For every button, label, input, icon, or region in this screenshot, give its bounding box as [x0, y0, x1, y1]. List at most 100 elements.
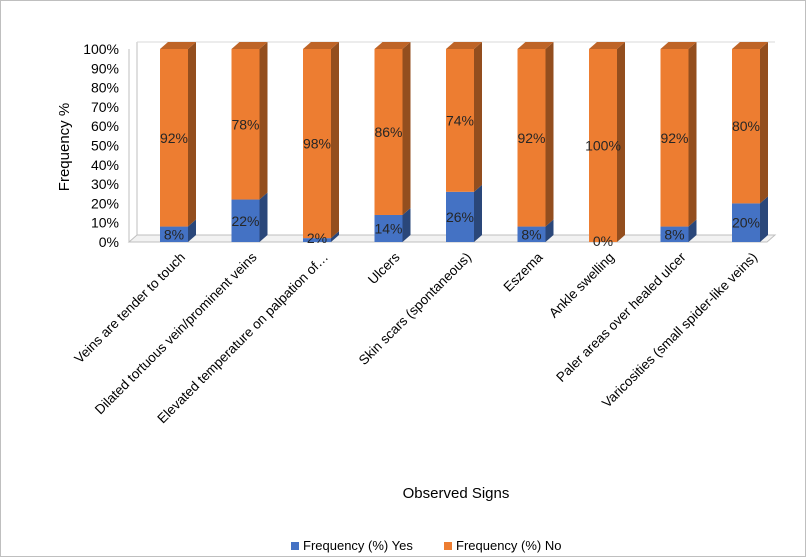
y-tick-label: 20% [91, 195, 119, 211]
data-label: 8% [521, 226, 541, 242]
category-label: Eszema [501, 249, 546, 294]
bar-no [732, 42, 768, 204]
bar-front-face [303, 238, 331, 242]
category-label: Dilated tortuous vein/prominent veins [92, 249, 260, 417]
bar-side-face [259, 42, 268, 200]
bar-no [660, 42, 697, 227]
bar-side-face [545, 42, 554, 227]
bar-yes [732, 196, 768, 242]
y-tick-label: 0% [99, 234, 119, 250]
y-axis-title: Frequency % [56, 103, 73, 191]
category-label: Ankle swelling [546, 250, 617, 321]
category-label: Ulcers [365, 249, 403, 287]
data-label: 78% [231, 116, 259, 132]
bar-side-face [760, 42, 768, 204]
data-label: 86% [374, 124, 402, 140]
bar-yes [446, 184, 482, 242]
data-label: 92% [160, 130, 188, 146]
bar-front-face [303, 49, 331, 239]
y-tick-label: 80% [91, 80, 119, 96]
bar-front-face [160, 226, 188, 242]
bar-front-face [374, 49, 403, 215]
bar-no [303, 42, 339, 239]
bar-no [446, 42, 482, 192]
data-label: 14% [374, 220, 402, 236]
legend-label-yes: Frequency (%) Yes [303, 538, 413, 553]
bar-side-face [331, 231, 339, 242]
bar-side-face [402, 42, 411, 215]
bar-yes [160, 219, 196, 242]
data-label: 22% [231, 213, 259, 229]
bar-side-face [688, 219, 697, 242]
bar-top-face [732, 42, 768, 49]
data-label: 74% [446, 112, 474, 128]
bar-side-face [188, 219, 196, 242]
data-label: 0% [593, 233, 613, 249]
y-tick-label: 30% [91, 176, 119, 192]
bar-front-face [732, 49, 760, 204]
bar-no [374, 42, 411, 215]
bar-top-face [517, 42, 554, 49]
bar-side-face [617, 42, 625, 242]
bar-no [589, 42, 625, 242]
bar-yes [517, 219, 554, 242]
data-label: 20% [732, 215, 760, 231]
y-tick-label: 50% [91, 138, 119, 154]
bar-top-face [231, 42, 268, 49]
y-tick-label: 100% [83, 41, 119, 57]
bars-layer [160, 42, 768, 242]
y-tick-label: 70% [91, 99, 119, 115]
category-label: Varicosities (small spider-like veins) [599, 250, 760, 411]
bar-side-face [545, 219, 554, 242]
data-label: 92% [517, 130, 545, 146]
legend-swatch-no [444, 542, 452, 550]
bar-top-face [374, 42, 411, 49]
bar-side-face [688, 42, 697, 227]
bar-side-face [259, 192, 268, 242]
data-label: 92% [660, 130, 688, 146]
legend: Frequency (%) Yes Frequency (%) No [291, 538, 561, 553]
data-label: 80% [732, 118, 760, 134]
bar-yes [374, 207, 411, 242]
y-tick-label: 90% [91, 60, 119, 76]
category-label: Paler areas over healed ulcer [553, 249, 689, 385]
bar-front-face [231, 49, 260, 200]
bar-yes [303, 231, 339, 242]
bar-side-face [188, 42, 196, 227]
legend-label-no: Frequency (%) No [456, 538, 561, 553]
bar-yes [660, 219, 697, 242]
bar-front-face [446, 49, 474, 192]
bar-side-face [760, 196, 768, 242]
bar-front-face [231, 199, 260, 242]
bar-top-face [589, 42, 625, 49]
y-tick-label: 40% [91, 157, 119, 173]
data-label: 26% [446, 209, 474, 225]
bar-no [517, 42, 554, 227]
bar-front-face [517, 49, 546, 227]
data-label: 2% [307, 230, 327, 246]
bar-no [231, 42, 268, 200]
legend-swatch-yes [291, 542, 299, 550]
bar-top-face [660, 42, 697, 49]
bar-side-face [474, 42, 482, 192]
data-label: 8% [664, 226, 684, 242]
bar-side-face [474, 184, 482, 242]
data-label: 100% [585, 138, 621, 154]
bar-front-face [732, 203, 760, 242]
bar-front-face [589, 49, 617, 242]
data-label: 98% [303, 136, 331, 152]
bar-no [160, 42, 196, 227]
bar-front-face [660, 226, 689, 242]
bar-top-face [160, 42, 196, 49]
bar-yes [231, 192, 268, 242]
bar-front-face [446, 191, 474, 242]
x-axis-title: Observed Signs [403, 485, 510, 502]
bar-side-face [331, 42, 339, 239]
bar-front-face [374, 214, 403, 242]
y-tick-label: 10% [91, 215, 119, 231]
y-tick-label: 60% [91, 118, 119, 134]
bar-side-face [402, 207, 411, 242]
data-label: 8% [164, 226, 184, 242]
